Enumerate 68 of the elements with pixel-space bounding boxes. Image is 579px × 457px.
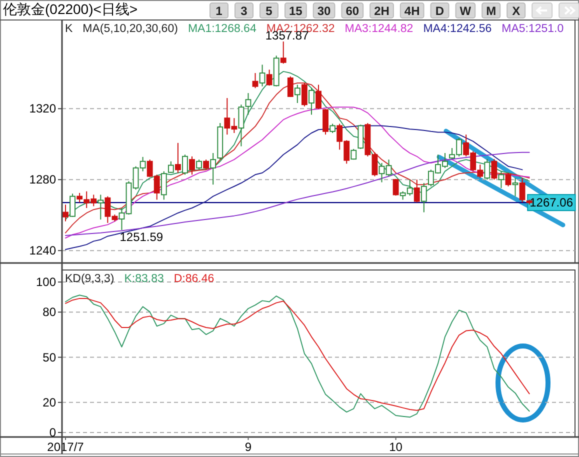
text: 15 — [289, 4, 303, 18]
text: 1 — [216, 4, 223, 18]
y-tick-label: 0 — [49, 425, 56, 440]
candlestick — [308, 88, 314, 116]
candlestick — [210, 152, 216, 186]
text: 4H — [404, 4, 420, 18]
candlestick — [196, 159, 202, 170]
candlestick — [358, 124, 364, 150]
annotation: 1251.59 — [120, 230, 164, 244]
candlestick — [287, 76, 294, 98]
line-series — [65, 70, 530, 220]
candlestick — [203, 159, 210, 170]
x-tick-label: 10 — [389, 440, 403, 454]
text: MA4:1242.56 — [423, 23, 492, 35]
candlestick — [512, 178, 518, 197]
candlestick — [392, 178, 399, 196]
text: 3 — [240, 4, 248, 18]
candlestick — [266, 69, 272, 86]
candlestick — [168, 160, 174, 174]
candlestick — [316, 84, 322, 110]
candlestick — [62, 204, 68, 222]
y-tick-label: 20 — [42, 395, 56, 410]
text: M — [486, 4, 496, 18]
text: MA3:1244.82 — [344, 23, 414, 35]
candlestick — [484, 158, 490, 180]
y-tick-label: 50 — [42, 350, 56, 364]
text: MA1:1268.64 — [188, 23, 257, 35]
text: 60 — [346, 4, 360, 18]
y-tick-label: 80 — [42, 305, 56, 320]
y-tick-label: 1320 — [29, 102, 56, 116]
candlestick — [491, 158, 498, 180]
text: W — [460, 4, 472, 18]
candlestick — [70, 193, 76, 218]
text: 30 — [317, 4, 332, 18]
candlestick — [420, 182, 427, 213]
y-tick-label: 1280 — [29, 172, 56, 187]
text: K:83.83 — [124, 273, 164, 285]
candlestick — [322, 108, 328, 136]
candlestick — [252, 72, 258, 89]
candlestick — [160, 170, 167, 200]
candlestick — [330, 123, 336, 134]
annotation: MA(5,10,20,30,60) — [82, 23, 178, 35]
candlestick — [414, 179, 420, 203]
candlestick — [98, 194, 104, 220]
candlestick — [174, 142, 181, 174]
text: MA5:1251.0 — [502, 23, 564, 35]
text: 5 — [266, 4, 273, 18]
candlestick — [294, 84, 300, 104]
chart-title: 伦敦金(02200)<日线> — [3, 1, 138, 17]
text: D — [435, 4, 444, 18]
candlestick — [505, 172, 512, 187]
y-tick-label: 100 — [36, 275, 56, 290]
line-series — [65, 82, 530, 234]
candlestick — [259, 64, 266, 87]
annotation: K — [65, 23, 73, 35]
ref-line-label: 1267.06 — [530, 196, 574, 210]
y-tick-label: 1240 — [29, 244, 56, 258]
candlestick — [498, 170, 504, 188]
candlestick — [280, 41, 286, 64]
candlestick — [182, 154, 188, 176]
x-tick-label: 9 — [244, 440, 252, 454]
candlestick — [519, 178, 526, 203]
text: X — [512, 4, 520, 18]
candlestick — [189, 156, 195, 176]
text: D:86.46 — [174, 273, 214, 285]
candlestick — [301, 82, 308, 107]
annotation: KD(9,3,3) — [65, 273, 114, 285]
text: 2H — [374, 4, 390, 18]
